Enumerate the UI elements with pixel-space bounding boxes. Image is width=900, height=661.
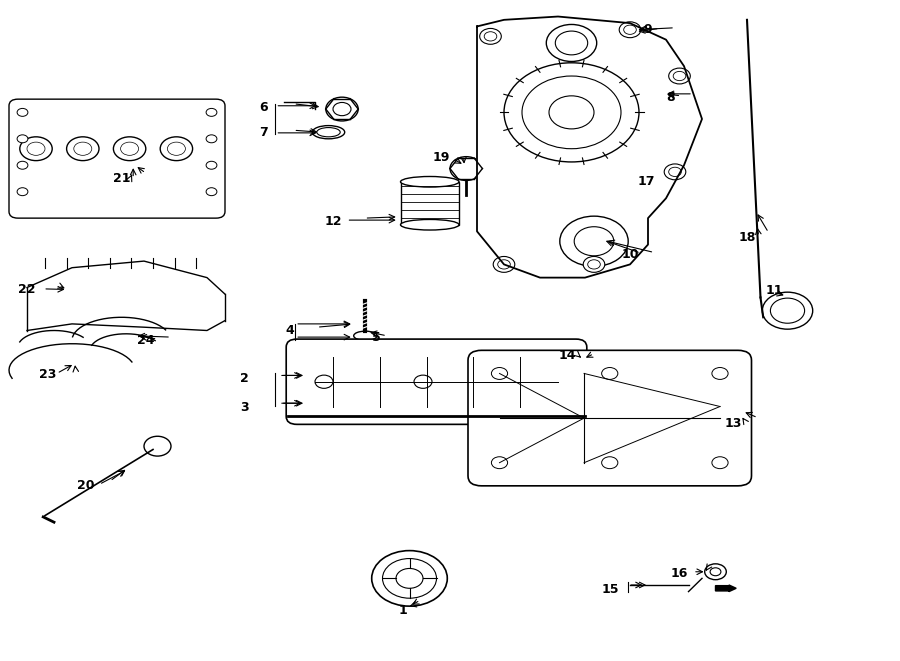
Circle shape <box>588 260 600 269</box>
Circle shape <box>167 142 185 155</box>
Text: 15: 15 <box>601 583 619 596</box>
Ellipse shape <box>317 128 340 137</box>
Text: 17: 17 <box>637 175 655 188</box>
FancyBboxPatch shape <box>9 99 225 218</box>
Circle shape <box>17 108 28 116</box>
Circle shape <box>382 559 436 598</box>
Text: 4: 4 <box>285 324 294 337</box>
Circle shape <box>17 135 28 143</box>
Circle shape <box>710 568 721 576</box>
Circle shape <box>522 76 621 149</box>
Circle shape <box>67 137 99 161</box>
Circle shape <box>144 436 171 456</box>
Text: 24: 24 <box>137 334 155 347</box>
Text: 20: 20 <box>76 479 94 492</box>
Text: 19: 19 <box>432 151 450 164</box>
Circle shape <box>504 63 639 162</box>
Circle shape <box>493 256 515 272</box>
Circle shape <box>206 161 217 169</box>
Circle shape <box>333 102 351 116</box>
Circle shape <box>673 71 686 81</box>
Circle shape <box>491 457 508 469</box>
Circle shape <box>624 25 636 34</box>
Text: 11: 11 <box>765 284 783 297</box>
Circle shape <box>601 368 617 379</box>
Circle shape <box>491 368 508 379</box>
Text: 2: 2 <box>240 371 249 385</box>
Text: 3: 3 <box>240 401 249 414</box>
FancyArrow shape <box>716 585 736 592</box>
Circle shape <box>450 157 482 180</box>
Circle shape <box>206 108 217 116</box>
FancyBboxPatch shape <box>286 339 587 424</box>
Circle shape <box>583 256 605 272</box>
Bar <box>400 182 459 225</box>
Text: 23: 23 <box>39 368 57 381</box>
Text: 21: 21 <box>112 172 130 185</box>
Circle shape <box>549 96 594 129</box>
FancyBboxPatch shape <box>468 350 752 486</box>
Circle shape <box>326 97 358 121</box>
Circle shape <box>601 457 617 469</box>
Text: 6: 6 <box>259 100 268 114</box>
Circle shape <box>498 260 510 269</box>
Circle shape <box>664 164 686 180</box>
Circle shape <box>669 68 690 84</box>
Circle shape <box>522 375 540 389</box>
Circle shape <box>160 137 193 161</box>
Text: 1: 1 <box>399 603 408 617</box>
Text: 5: 5 <box>372 330 381 344</box>
Circle shape <box>414 375 432 389</box>
Ellipse shape <box>354 331 377 340</box>
Circle shape <box>206 135 217 143</box>
Text: 9: 9 <box>644 23 652 36</box>
Circle shape <box>712 457 728 469</box>
Circle shape <box>17 161 28 169</box>
Circle shape <box>762 292 813 329</box>
Text: 13: 13 <box>724 416 742 430</box>
Circle shape <box>20 137 52 161</box>
Circle shape <box>619 22 641 38</box>
Text: 18: 18 <box>738 231 756 245</box>
Circle shape <box>315 375 333 389</box>
Circle shape <box>372 551 447 606</box>
Text: 7: 7 <box>259 126 268 139</box>
Circle shape <box>770 298 805 323</box>
Circle shape <box>484 32 497 41</box>
Text: 14: 14 <box>558 349 576 362</box>
Circle shape <box>17 188 28 196</box>
Circle shape <box>27 142 45 155</box>
Ellipse shape <box>312 126 345 139</box>
Circle shape <box>555 31 588 55</box>
Circle shape <box>669 167 681 176</box>
Text: 12: 12 <box>324 215 342 228</box>
Circle shape <box>113 137 146 161</box>
Circle shape <box>705 564 726 580</box>
Circle shape <box>206 188 217 196</box>
Text: 10: 10 <box>621 248 639 261</box>
Text: 16: 16 <box>670 567 688 580</box>
Circle shape <box>396 568 423 588</box>
Circle shape <box>560 216 628 266</box>
Circle shape <box>712 368 728 379</box>
Ellipse shape <box>400 219 459 230</box>
Circle shape <box>574 227 614 256</box>
Text: 22: 22 <box>18 283 36 296</box>
Ellipse shape <box>400 176 459 187</box>
Text: 8: 8 <box>666 91 675 104</box>
Polygon shape <box>477 17 702 278</box>
Circle shape <box>546 24 597 61</box>
Circle shape <box>121 142 139 155</box>
Circle shape <box>480 28 501 44</box>
Circle shape <box>74 142 92 155</box>
